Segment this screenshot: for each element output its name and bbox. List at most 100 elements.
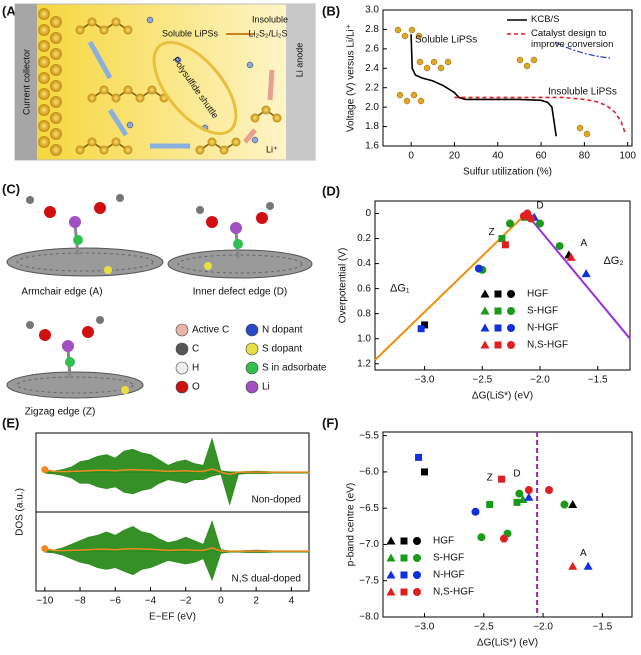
marker-triangle <box>524 492 534 501</box>
annotation: Soluble LiPSs <box>415 35 477 46</box>
shape <box>38 88 50 100</box>
shape <box>272 113 282 123</box>
x-tick-label: 2 <box>253 596 259 607</box>
x-tick-label: 20 <box>449 151 461 162</box>
x-tick-label: −10 <box>36 596 53 607</box>
shape <box>415 32 423 40</box>
annotation: Insoluble LiPSs <box>548 87 617 98</box>
legend-label: N-HGF <box>433 570 465 581</box>
marker-square <box>494 324 502 332</box>
insoluble-label: Insoluble <box>252 14 288 24</box>
marker-square <box>400 537 408 545</box>
shape <box>437 64 445 72</box>
panel-b-molecules <box>394 26 591 138</box>
y-tick-label: −6.5 <box>359 503 379 514</box>
x-tick-label: −1.5 <box>592 622 612 633</box>
collector-atoms <box>38 8 62 156</box>
shape <box>38 136 50 148</box>
annotation: D <box>536 201 543 212</box>
dos-area <box>44 437 310 473</box>
shape <box>207 137 217 147</box>
marker-triangle <box>386 536 396 545</box>
y-tick-label: 0.8 <box>357 308 371 319</box>
marker-triangle <box>386 570 396 579</box>
shape <box>196 206 204 214</box>
legend-label: HGF <box>527 289 548 300</box>
shape <box>256 212 268 224</box>
insoluble-species: Li₂S₂/Li₂S <box>249 28 288 38</box>
shape <box>50 48 62 60</box>
legend-label: Li <box>262 382 270 393</box>
dos-dot <box>41 466 49 474</box>
shape <box>199 141 237 151</box>
panel-a: (A) Current collector Li anode <box>2 3 316 161</box>
y-tick-label: 1.6 <box>365 141 379 152</box>
marker-circle <box>471 507 480 516</box>
shape <box>583 130 591 138</box>
y-tick-label: 3.0 <box>365 5 379 16</box>
y-tick-label: 1.0 <box>357 333 371 344</box>
shape <box>87 40 113 80</box>
legend-swatch <box>175 361 189 375</box>
y-axis-label: p-band centre (eV) <box>346 483 357 566</box>
shape <box>266 202 274 210</box>
marker-circle <box>506 219 514 228</box>
marker-square <box>486 501 494 509</box>
shape <box>87 17 97 27</box>
legend-label: Active C <box>192 325 229 336</box>
li-ions <box>126 16 259 144</box>
legend-swatch <box>245 380 259 394</box>
x-tick-label: −2.0 <box>530 375 550 386</box>
shape <box>195 145 205 155</box>
x-tick-label: 80 <box>579 151 591 162</box>
shape <box>576 124 584 132</box>
y-tick-label: −7.0 <box>359 539 379 550</box>
x-tick-label: −3.0 <box>415 375 435 386</box>
shape <box>116 194 124 202</box>
shape <box>26 196 34 204</box>
shape <box>111 93 121 103</box>
shape <box>444 58 452 66</box>
marker-circle <box>555 242 564 251</box>
shape <box>94 202 106 214</box>
marker-circle <box>526 214 535 223</box>
annotation: Z <box>487 472 493 483</box>
dos-line <box>44 547 309 552</box>
structure-inner <box>167 202 313 279</box>
marker-circle <box>507 307 515 315</box>
marker-square <box>415 453 423 461</box>
marker-square <box>421 321 429 329</box>
x-axis-label: Sulfur utilization (%) <box>463 167 552 178</box>
shape <box>38 56 50 68</box>
y-tick-label: 0.4 <box>357 258 371 269</box>
line-series <box>454 96 627 135</box>
y-tick-label: −5.5 <box>359 430 379 441</box>
shape <box>403 97 411 105</box>
y-axis-label: Voltage (V) versus Li/Li⁺ <box>346 24 357 132</box>
shape <box>123 85 133 95</box>
shape <box>146 16 154 24</box>
x-tick-label: −3.0 <box>415 622 435 633</box>
y-tick-label: 2.2 <box>365 82 379 93</box>
shape <box>104 266 112 274</box>
dos-area <box>44 551 310 582</box>
legend-label: N dopant <box>262 325 303 336</box>
shape <box>523 62 531 70</box>
legend-swatch <box>245 361 259 375</box>
marker-square <box>498 475 506 483</box>
marker-square <box>513 498 521 506</box>
dos-line <box>44 468 309 476</box>
x-tick-label: 100 <box>619 151 636 162</box>
plot-frame <box>382 9 633 147</box>
shape <box>39 329 51 341</box>
panel-label: (B) <box>322 3 340 18</box>
shape <box>96 316 104 324</box>
shape <box>6 247 164 277</box>
marker-circle <box>474 264 483 273</box>
shape <box>251 136 259 144</box>
y-axis-label: Overpotential (V) <box>338 248 349 324</box>
dos-dot <box>41 545 49 553</box>
marker-triangle <box>568 561 578 570</box>
shape <box>206 216 218 228</box>
